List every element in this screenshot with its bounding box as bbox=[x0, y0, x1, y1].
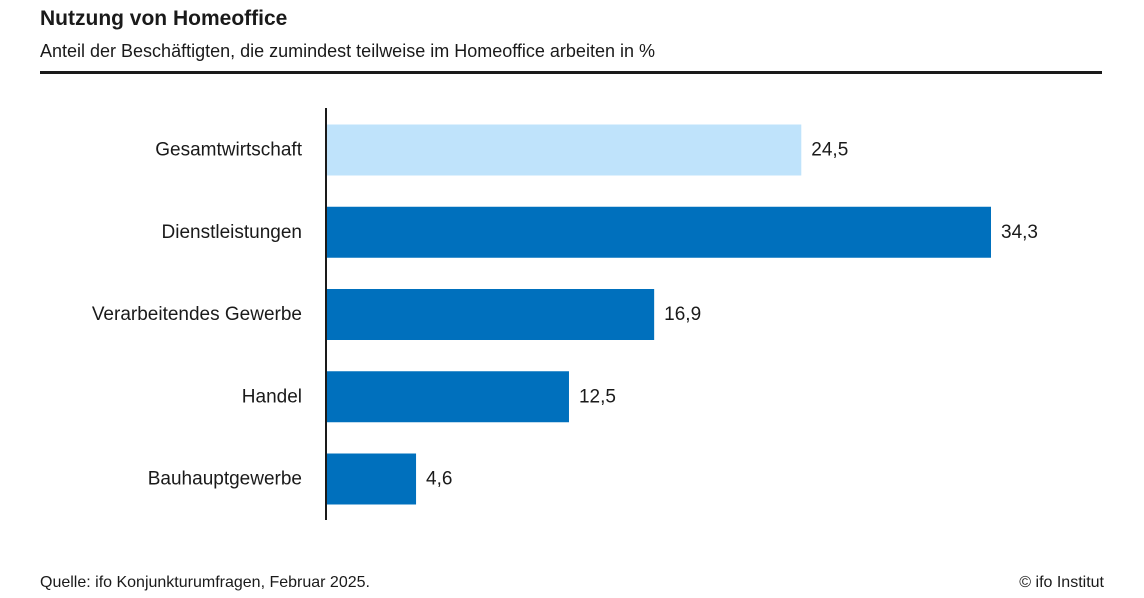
bar-gesamtwirtschaft bbox=[327, 124, 802, 176]
category-label-dienstleistungen: Dienstleistungen bbox=[162, 222, 302, 243]
category-label-handel: Handel bbox=[242, 386, 302, 407]
value-label-verarbeitendes-gewerbe: 16,9 bbox=[664, 304, 701, 325]
bar-dienstleistungen bbox=[327, 206, 991, 258]
bar-bauhauptgewerbe bbox=[327, 453, 417, 505]
source-note: Quelle: ifo Konjunkturumfragen, Februar … bbox=[40, 574, 370, 591]
chart-subtitle: Anteil der Beschäftigten, die zumindest … bbox=[40, 41, 655, 61]
title-divider bbox=[40, 71, 1102, 74]
chart-title: Nutzung von Homeoffice bbox=[40, 7, 288, 30]
value-label-dienstleistungen: 34,3 bbox=[1001, 222, 1038, 243]
category-label-gesamtwirtschaft: Gesamtwirtschaft bbox=[155, 140, 302, 161]
bars-layer bbox=[327, 124, 991, 505]
value-label-handel: 12,5 bbox=[579, 386, 616, 407]
value-label-bauhauptgewerbe: 4,6 bbox=[426, 469, 452, 490]
category-label-verarbeitendes-gewerbe: Verarbeitendes Gewerbe bbox=[92, 304, 302, 325]
bar-verarbeitendes-gewerbe bbox=[327, 289, 655, 340]
category-label-bauhauptgewerbe: Bauhauptgewerbe bbox=[148, 469, 302, 490]
labels-layer: Gesamtwirtschaft 24,5 Dienstleistungen 34,3… bbox=[92, 140, 1038, 490]
bar-handel bbox=[327, 371, 569, 423]
copyright-note: © ifo Institut bbox=[1019, 574, 1104, 591]
value-label-gesamtwirtschaft: 24,5 bbox=[811, 140, 848, 161]
